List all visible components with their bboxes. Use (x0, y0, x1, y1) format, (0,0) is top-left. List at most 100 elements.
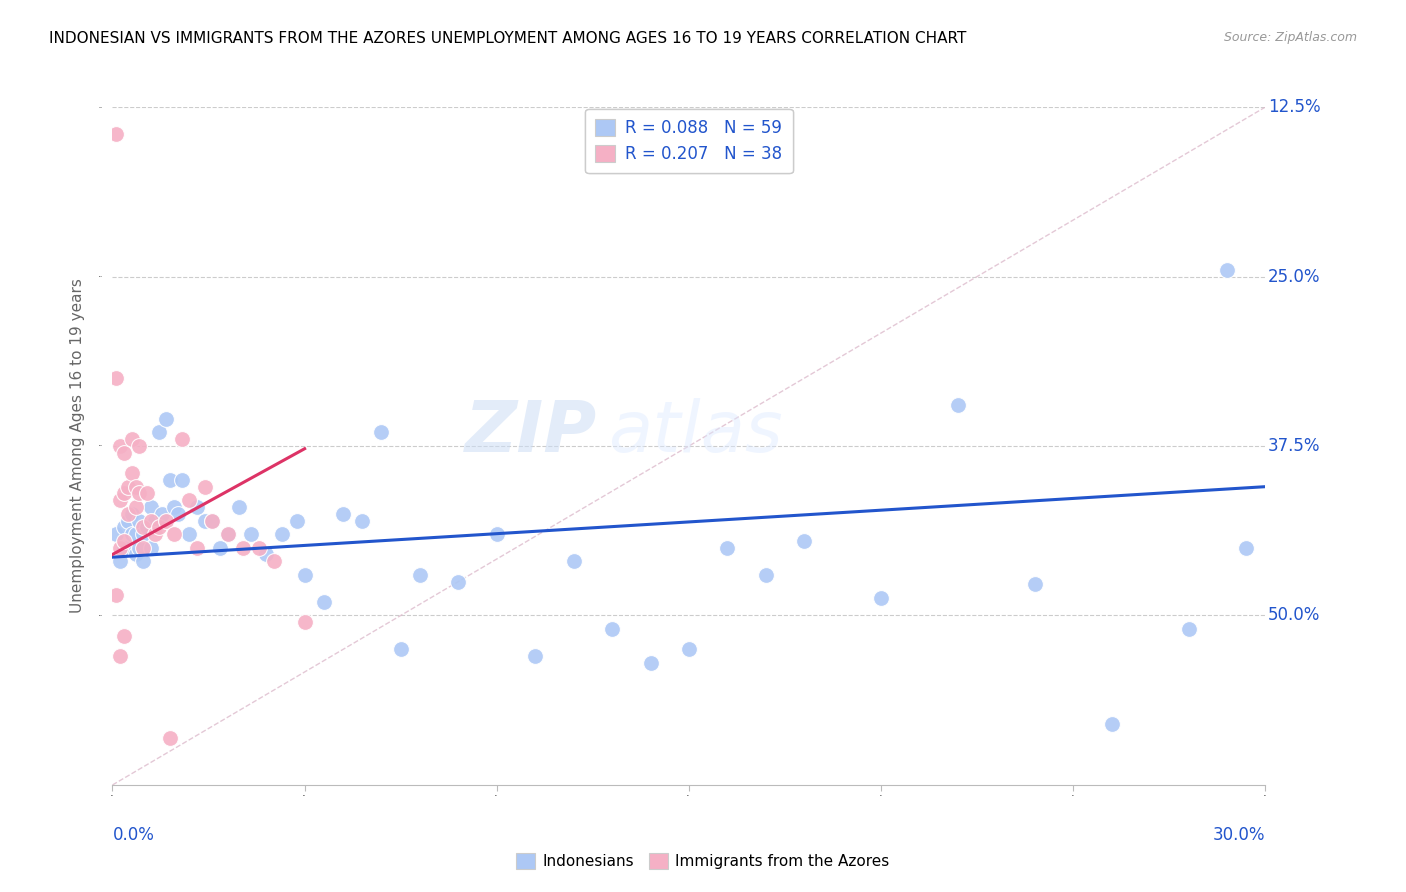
Point (170, 473, 193, 487)
Point (121, 432, 143, 446)
Point (755, 567, 778, 582)
Point (332, 507, 354, 521)
Point (108, 554, 131, 568)
Point (124, 527, 146, 541)
Point (139, 514, 162, 528)
Text: atlas: atlas (609, 398, 783, 467)
Point (170, 432, 193, 446)
Point (108, 439, 131, 453)
Point (155, 412, 177, 426)
Point (254, 548, 277, 562)
Point (105, 127, 128, 141)
Point (294, 567, 316, 582)
Y-axis label: Unemployment Among Ages 16 to 19 years: Unemployment Among Ages 16 to 19 years (70, 278, 84, 614)
Point (352, 514, 374, 528)
Point (112, 629, 135, 643)
Text: Source: ZipAtlas.com: Source: ZipAtlas.com (1223, 31, 1357, 45)
Point (232, 541, 254, 555)
Point (217, 527, 239, 541)
Point (194, 514, 217, 528)
Point (124, 480, 146, 494)
Point (139, 541, 162, 555)
Text: ZIP: ZIP (464, 398, 596, 467)
Point (263, 554, 285, 568)
Point (143, 527, 166, 541)
Point (148, 425, 170, 440)
Point (163, 500, 186, 514)
Point (186, 500, 208, 514)
Text: 30.0%: 30.0% (1213, 826, 1265, 844)
Point (159, 731, 181, 745)
Point (228, 500, 250, 514)
Point (409, 567, 432, 582)
Point (1177, 622, 1199, 636)
Text: 25.0%: 25.0% (1268, 268, 1320, 285)
Point (105, 527, 128, 541)
Point (128, 514, 150, 528)
Point (132, 554, 155, 568)
Point (285, 514, 308, 528)
Point (132, 541, 155, 555)
Point (117, 480, 139, 494)
Point (270, 527, 292, 541)
Point (1024, 577, 1046, 591)
Point (1234, 541, 1257, 555)
Point (112, 446, 135, 460)
Point (201, 514, 224, 528)
Text: 50.0%: 50.0% (1268, 607, 1320, 624)
Point (159, 473, 181, 487)
Point (716, 541, 738, 555)
Point (179, 493, 201, 508)
Point (108, 493, 131, 508)
Point (485, 527, 508, 541)
Point (389, 642, 412, 657)
Point (105, 371, 128, 385)
Point (108, 541, 131, 555)
Point (124, 500, 146, 514)
Point (447, 574, 470, 589)
Point (201, 514, 224, 528)
Legend: R = 0.088   N = 59, R = 0.207   N = 38: R = 0.088 N = 59, R = 0.207 N = 38 (585, 109, 793, 173)
Point (136, 520, 159, 534)
Point (152, 507, 174, 521)
Legend: Indonesians, Immigrants from the Azores: Indonesians, Immigrants from the Azores (510, 847, 896, 875)
Point (143, 514, 166, 528)
Point (155, 514, 177, 528)
Point (239, 527, 262, 541)
Point (946, 398, 969, 412)
Point (678, 642, 700, 657)
Text: 0.0%: 0.0% (112, 826, 155, 844)
Point (247, 541, 270, 555)
Point (1216, 262, 1239, 277)
Point (108, 649, 131, 664)
Point (524, 649, 547, 664)
Point (163, 527, 186, 541)
Point (294, 615, 316, 630)
Point (136, 486, 159, 500)
Point (112, 541, 135, 555)
Text: INDONESIAN VS IMMIGRANTS FROM THE AZORES UNEMPLOYMENT AMONG AGES 16 TO 19 YEARS : INDONESIAN VS IMMIGRANTS FROM THE AZORES… (49, 31, 966, 46)
Point (112, 486, 135, 500)
Point (1101, 717, 1123, 731)
Point (179, 527, 201, 541)
Point (121, 527, 143, 541)
Point (217, 527, 239, 541)
Point (117, 514, 139, 528)
Point (121, 466, 143, 480)
Point (562, 554, 585, 568)
Point (112, 520, 135, 534)
Point (112, 533, 135, 548)
Point (870, 591, 893, 605)
Point (312, 595, 335, 609)
Point (124, 548, 146, 562)
Point (209, 541, 232, 555)
Point (793, 533, 815, 548)
Point (132, 527, 155, 541)
Point (600, 622, 623, 636)
Point (186, 541, 208, 555)
Point (370, 425, 392, 440)
Point (640, 656, 662, 670)
Point (128, 541, 150, 555)
Point (128, 439, 150, 453)
Point (117, 507, 139, 521)
